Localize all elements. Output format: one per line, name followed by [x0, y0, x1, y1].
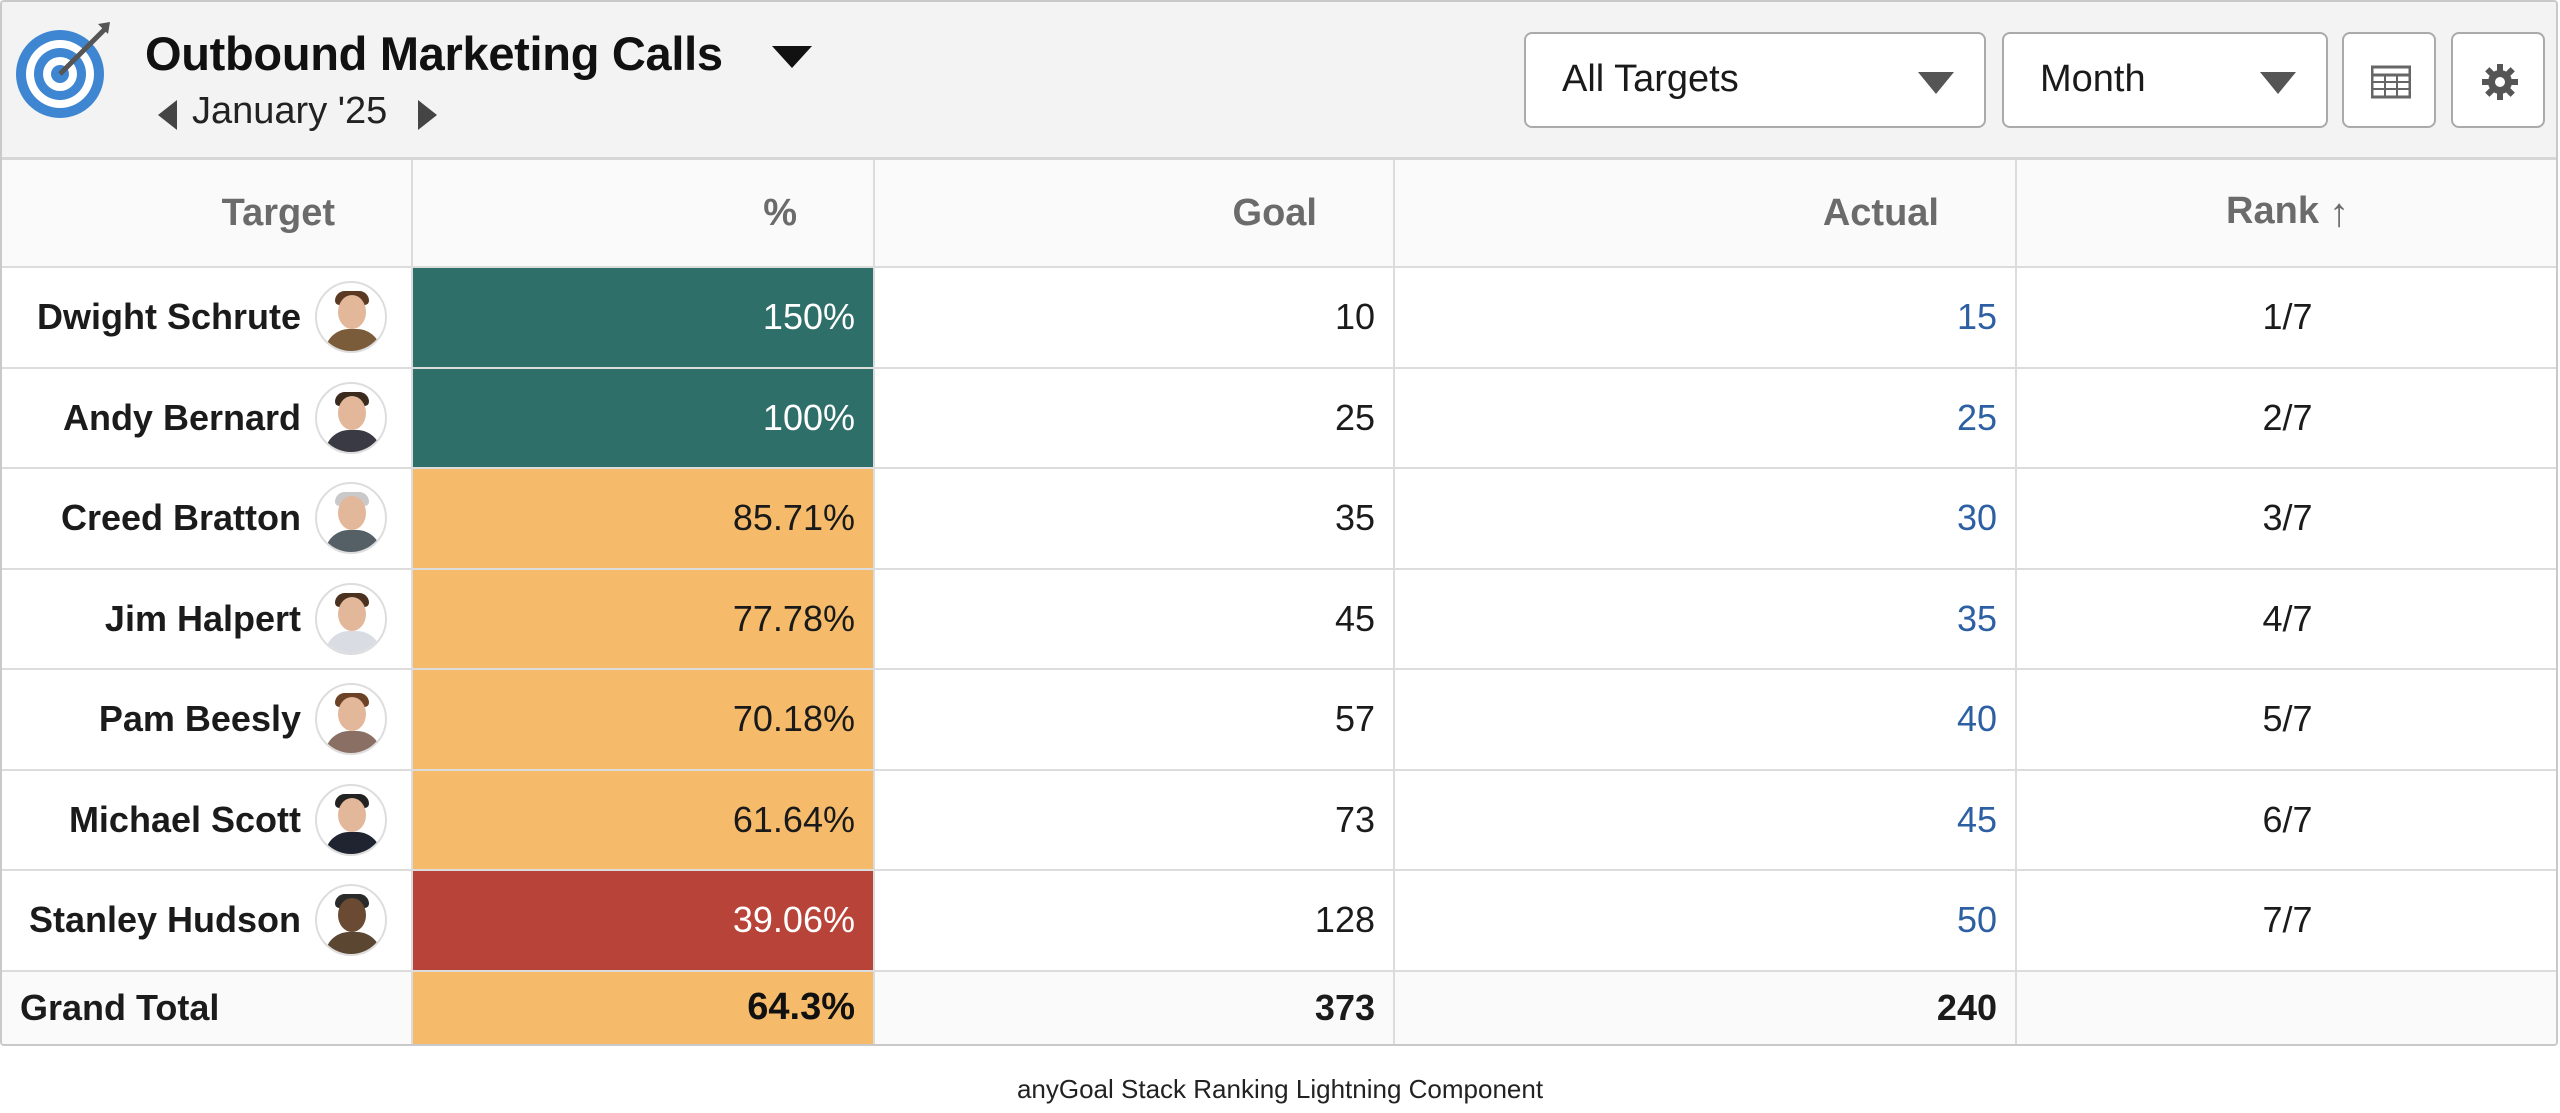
target-cell: Creed Bratton [2, 468, 413, 570]
column-header-target[interactable]: Target [2, 160, 413, 268]
previous-period-button[interactable] [158, 100, 177, 130]
avatar [315, 482, 387, 555]
avatar [315, 683, 387, 756]
table-row: Jim Halpert 77.78% 45 35 4/7 [2, 568, 2556, 670]
actual-link[interactable]: 40 [1394, 669, 2017, 771]
next-period-button[interactable] [418, 100, 437, 130]
target-name[interactable]: Michael Scott [68, 798, 301, 840]
target-filter-value: All Targets [1562, 58, 1739, 100]
target-cell: Michael Scott [2, 769, 413, 871]
actual-link[interactable]: 30 [1394, 468, 2017, 570]
avatar [315, 884, 387, 957]
column-header-rank[interactable]: Rank ↑ [2016, 160, 2556, 268]
period-label: January '25 [192, 90, 388, 132]
avatar [315, 381, 387, 454]
grand-total-goal: 373 [874, 970, 1395, 1044]
goal-cell: 10 [874, 267, 1395, 369]
percent-cell: 70.18% [412, 669, 875, 771]
chevron-down-icon [1918, 72, 1954, 94]
column-header-goal[interactable]: Goal [874, 160, 1395, 268]
grand-total-row: Grand Total 64.3% 373 240 [2, 970, 2556, 1044]
chevron-down-icon [2260, 72, 2296, 94]
actual-link[interactable]: 50 [1394, 870, 2017, 972]
percent-cell: 85.71% [412, 468, 875, 570]
percent-cell: 39.06% [412, 870, 875, 972]
table-row: Stanley Hudson 39.06% 128 50 7/7 [2, 870, 2556, 972]
target-name[interactable]: Andy Bernard [62, 396, 301, 438]
arrow-up-icon: ↑ [2328, 190, 2349, 235]
caption: anyGoal Stack Ranking Lightning Componen… [1016, 1074, 1544, 1104]
rank-cell: 3/7 [2016, 468, 2556, 570]
percent-cell: 77.78% [412, 568, 875, 670]
table-row: Dwight Schrute 150% 10 15 1/7 [2, 267, 2556, 369]
avatar [315, 582, 387, 655]
table-row: Creed Bratton 85.71% 35 30 3/7 [2, 468, 2556, 570]
component-header: Outbound Marketing Calls January '25 All… [2, 2, 2556, 160]
grand-total-label: Grand Total [2, 970, 413, 1044]
table-row: Andy Bernard 100% 25 25 2/7 [2, 367, 2556, 469]
table-row: Michael Scott 61.64% 73 45 6/7 [2, 769, 2556, 871]
goal-cell: 25 [874, 367, 1395, 469]
grand-total-rank [2016, 970, 2556, 1044]
percent-cell: 100% [412, 367, 875, 469]
interval-filter-select[interactable]: Month [2002, 32, 2328, 128]
page-title: Outbound Marketing Calls [145, 27, 723, 80]
rank-cell: 6/7 [2016, 769, 2556, 871]
interval-filter-value: Month [2040, 58, 2146, 100]
target-name[interactable]: Dwight Schrute [36, 296, 301, 338]
goal-cell: 45 [874, 568, 1395, 670]
table-view-button[interactable] [2342, 32, 2436, 128]
avatar [315, 281, 387, 354]
target-cell: Pam Beesly [2, 669, 413, 771]
ranking-table: Target % Goal Actual Rank ↑ Dwight Schrut… [2, 160, 2556, 1044]
actual-link[interactable]: 35 [1394, 568, 2017, 670]
table-row: Pam Beesly 70.18% 57 40 5/7 [2, 669, 2556, 771]
actual-link[interactable]: 15 [1394, 267, 2017, 369]
table-header-row: Target % Goal Actual Rank ↑ [2, 160, 2556, 268]
avatar [315, 783, 387, 856]
target-cell: Stanley Hudson [2, 870, 413, 972]
rank-cell: 5/7 [2016, 669, 2556, 771]
goal-cell: 128 [874, 870, 1395, 972]
rank-cell: 2/7 [2016, 367, 2556, 469]
rank-cell: 1/7 [2016, 267, 2556, 369]
rank-cell: 7/7 [2016, 870, 2556, 972]
goal-cell: 35 [874, 468, 1395, 570]
actual-link[interactable]: 25 [1394, 367, 2017, 469]
rank-cell: 4/7 [2016, 568, 2556, 670]
table-icon [2371, 65, 2411, 99]
column-header-actual[interactable]: Actual [1394, 160, 2017, 268]
target-filter-select[interactable]: All Targets [1524, 32, 1986, 128]
rank-header-label: Rank [2226, 190, 2319, 233]
chevron-down-icon[interactable] [772, 46, 812, 68]
target-name[interactable]: Creed Bratton [60, 497, 301, 539]
target-name[interactable]: Pam Beesly [98, 698, 301, 740]
target-cell: Andy Bernard [2, 367, 413, 469]
grand-total-actual: 240 [1394, 970, 2017, 1044]
target-name[interactable]: Jim Halpert [104, 597, 301, 639]
settings-button[interactable] [2451, 32, 2545, 128]
stack-ranking-component: Outbound Marketing Calls January '25 All… [0, 0, 2558, 1046]
percent-cell: 150% [412, 267, 875, 369]
gear-icon [2482, 64, 2518, 100]
actual-link[interactable]: 45 [1394, 769, 2017, 871]
target-cell: Jim Halpert [2, 568, 413, 670]
target-icon [16, 22, 110, 118]
percent-cell: 61.64% [412, 769, 875, 871]
target-name[interactable]: Stanley Hudson [28, 899, 301, 941]
goal-cell: 73 [874, 769, 1395, 871]
goal-cell: 57 [874, 669, 1395, 771]
column-header-percent[interactable]: % [412, 160, 875, 268]
target-cell: Dwight Schrute [2, 267, 413, 369]
grand-total-percent: 64.3% [412, 970, 875, 1044]
